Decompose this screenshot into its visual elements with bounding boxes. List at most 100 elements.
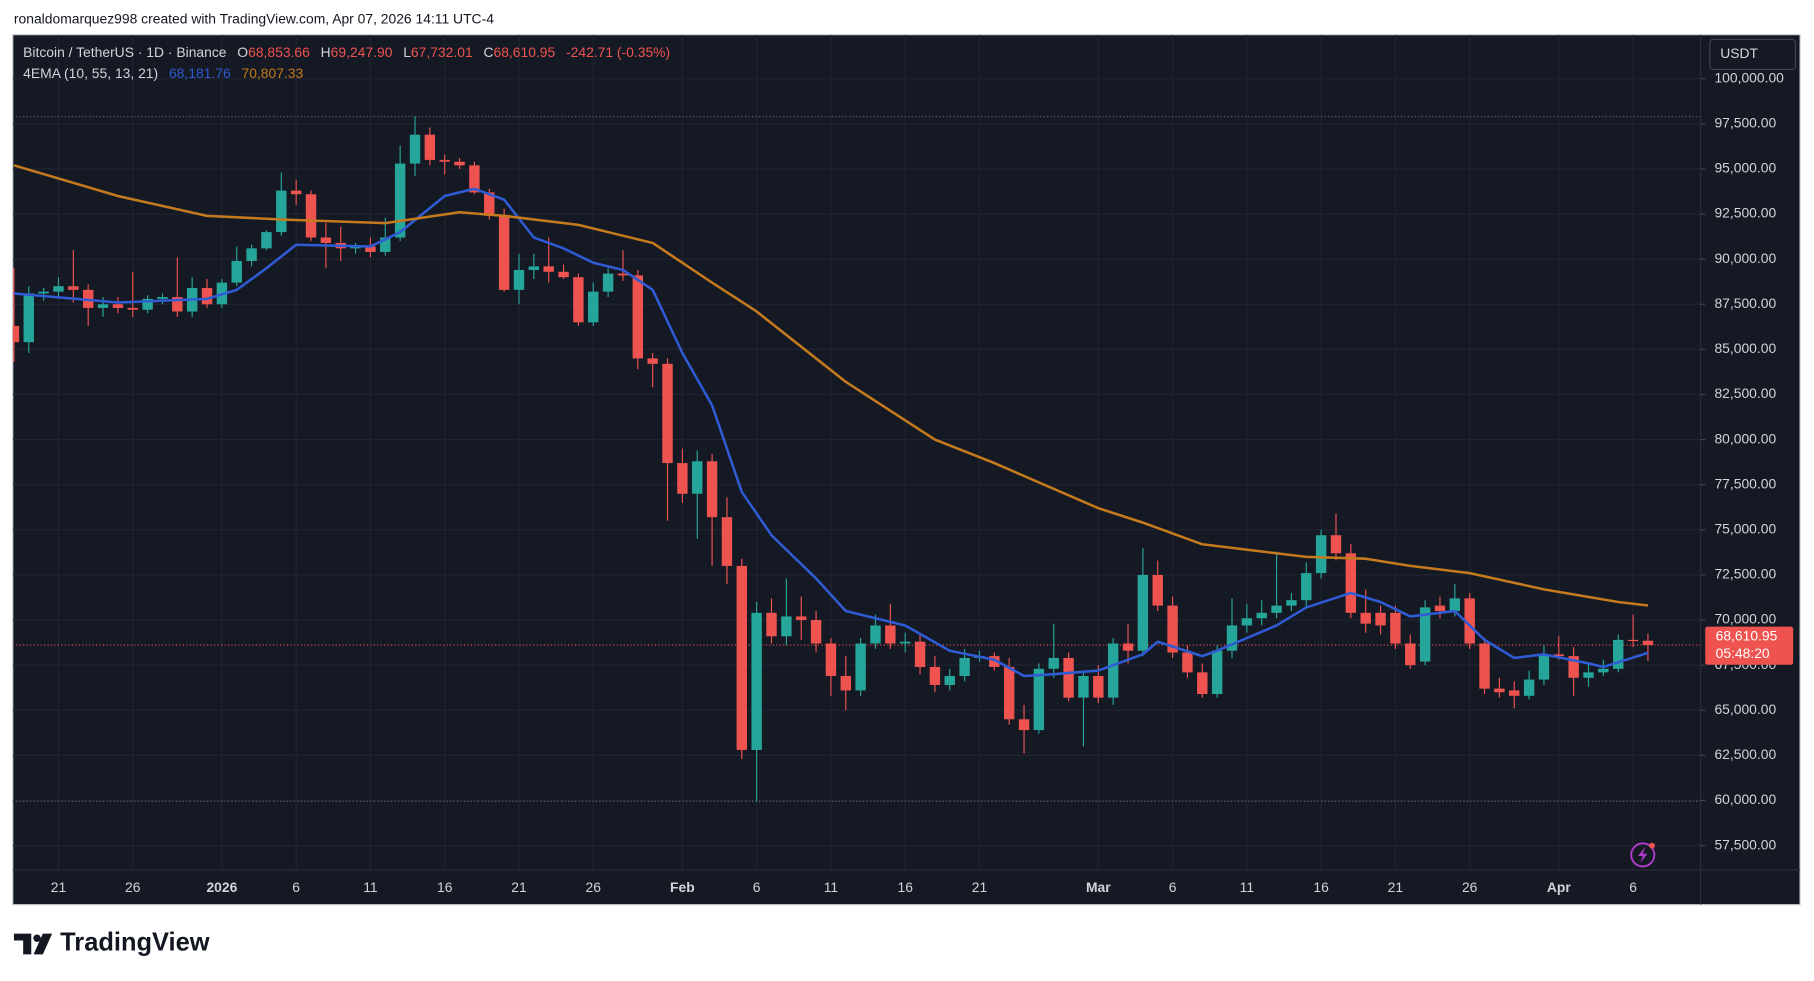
candle-body [840,675,851,691]
x-tick-label: 11 [363,879,378,895]
candle-body [781,616,792,637]
candle-body [1107,643,1119,698]
candle-body [365,246,376,252]
countdown: 05:48:20 [1716,645,1770,661]
y-tick-label: 72,500.00 [1714,566,1776,582]
candle-body [127,307,138,310]
candle-body [290,190,302,195]
candle-body [1033,668,1045,731]
candle-body [1494,688,1505,693]
candle-body [1271,605,1282,613]
alert-icon[interactable] [1630,842,1656,868]
x-tick-label: 21 [51,879,67,895]
candle-body [677,463,688,494]
candle-body [959,657,970,676]
logo-mark-b [33,934,41,942]
x-tick-label: 21 [972,879,988,895]
candle-body [1345,553,1357,613]
candle-body [855,643,866,691]
attribution: ronaldomarquez998 created with TradingVi… [14,10,494,26]
candle-body [469,165,480,193]
y-tick-label: 97,500.00 [1714,115,1776,131]
y-tick-label: 100,000.00 [1714,69,1784,85]
candle-body [1419,607,1431,662]
candle-body [1330,535,1342,554]
logo-mark-a [13,933,32,955]
candle-body [870,625,881,644]
ohlc-value: 68,853.66 [248,44,310,60]
candle-body [1018,719,1030,731]
change: -242.71 (-0.35%) [566,44,670,60]
candle-body [484,192,495,216]
candle-body [1226,625,1238,651]
x-tick-label: Feb [670,879,695,895]
x-tick-label: 26 [125,879,141,895]
y-tick-label: 75,000.00 [1714,520,1776,536]
candle-body [1048,657,1059,669]
candle-body [394,163,406,238]
currency-box[interactable] [1709,38,1797,70]
candle-body [1241,618,1253,626]
price-tag [1705,626,1794,665]
candle-body [380,237,391,252]
symbol: Bitcoin / TetherUS · 1D · Binance [23,44,227,60]
candle-body [305,194,317,238]
candle-body [1598,668,1609,673]
y-tick-label: 70,000.00 [1714,611,1776,627]
candle-body [1063,657,1074,698]
candle-body [1003,666,1015,720]
y-tick-label: 82,500.00 [1714,385,1776,401]
candle-body [231,260,242,283]
x-tick-label: 21 [1388,879,1404,895]
icon-bolt [1638,846,1648,864]
y-tick-label: 65,000.00 [1714,701,1776,717]
candle-body [810,620,822,644]
candle-body [68,286,79,290]
candle-body [246,248,257,261]
currency[interactable]: USDT [1720,45,1758,61]
candle-body [1301,573,1312,601]
x-tick-label: 21 [511,879,527,895]
candle-body [632,275,644,359]
candle-body [692,461,703,494]
candle-body [558,271,569,278]
candle-body [662,363,673,464]
y-tick-label: 57,500.00 [1714,836,1776,852]
axes: 57,500.0060,000.0062,500.0065,000.0067,5… [51,69,1794,895]
candle-body [38,291,49,294]
candle-body [899,641,911,644]
candle-body [157,297,168,299]
candle-body [647,358,658,364]
x-tick-label: 16 [437,879,453,895]
candle-body [1627,639,1639,642]
grid [12,34,1701,870]
ohlc-key: O [237,44,248,60]
candle-body [751,612,762,750]
candle-body [1167,605,1178,653]
candle-body [573,277,584,323]
candle-body [1078,675,1089,698]
candle-body [766,612,777,637]
candle-body [53,286,64,292]
candle-body [1360,612,1371,624]
candle-body [1182,652,1193,673]
x-tick-label: 6 [292,879,300,895]
ohlc-value: 69,247.90 [331,44,393,60]
x-tick-label: Apr [1547,879,1571,895]
x-tick-label: 2026 [206,879,237,895]
indicator-name: 4EMA (10, 55, 13, 21) [23,65,158,81]
candle-body [1434,605,1446,612]
candle-body [23,293,34,343]
x-tick-label: 6 [1629,879,1637,895]
x-tick-label: 11 [1240,879,1255,895]
candle-body [112,304,124,308]
candle-body [1211,650,1223,695]
symbol-legend: Bitcoin / TetherUS · 1D · Binance O68,85… [23,44,670,60]
y-tick-label: 87,500.00 [1714,295,1776,311]
ohlc-value: 68,610.95 [494,44,556,60]
x-tick-label: 16 [1313,879,1329,895]
y-tick-label: 60,000.00 [1714,791,1776,807]
candle-body [1523,679,1535,696]
candle-body [1375,612,1386,626]
